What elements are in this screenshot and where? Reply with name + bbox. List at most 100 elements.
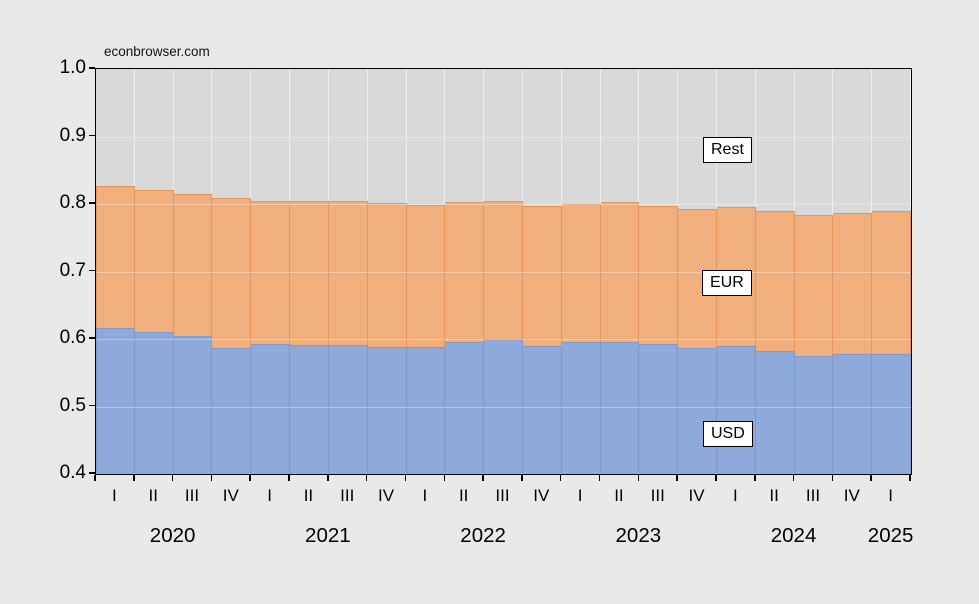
segment-usd bbox=[794, 355, 834, 474]
segment-usd bbox=[96, 328, 135, 474]
bar-2021-ii bbox=[290, 69, 329, 474]
x-tick-mark bbox=[754, 474, 756, 481]
segment-usd bbox=[406, 347, 446, 474]
y-tick-label: 1.0 bbox=[59, 57, 86, 78]
x-tick-mark bbox=[327, 474, 329, 481]
segment-eur bbox=[134, 189, 174, 332]
x-tick-mark bbox=[94, 474, 96, 481]
bar-2025-i bbox=[872, 69, 912, 474]
segment-eur bbox=[290, 200, 329, 346]
y-tick-mark bbox=[89, 202, 95, 204]
y-tick-mark bbox=[89, 472, 95, 474]
x-tick-mark bbox=[676, 474, 678, 481]
quarter-label: IV bbox=[843, 486, 860, 505]
segment-usd bbox=[251, 344, 291, 474]
segment-rest bbox=[872, 69, 912, 211]
segment-rest bbox=[406, 69, 446, 205]
x-tick-mark bbox=[909, 474, 911, 481]
quarter-label: II bbox=[458, 486, 469, 505]
year-label-2021: 2021 bbox=[305, 524, 351, 547]
segment-rest bbox=[561, 69, 601, 204]
segment-rest bbox=[484, 69, 523, 202]
segment-eur bbox=[251, 201, 291, 345]
segment-eur bbox=[367, 202, 407, 348]
segment-usd bbox=[212, 347, 252, 474]
x-tick-mark bbox=[715, 474, 717, 481]
segment-usd bbox=[717, 345, 756, 474]
quarter-label: IV bbox=[533, 486, 550, 505]
quarter-label: II bbox=[769, 486, 779, 505]
quarter-label: IV bbox=[688, 486, 705, 505]
quarter-label: II bbox=[148, 486, 158, 505]
gridline-0.7 bbox=[96, 271, 911, 273]
segment-eur bbox=[406, 204, 446, 348]
bar-2020-iii bbox=[173, 69, 213, 474]
segment-eur bbox=[328, 201, 368, 346]
quarter-label: III bbox=[805, 486, 821, 505]
segment-rest bbox=[290, 69, 329, 201]
bar-2022-iv bbox=[522, 69, 562, 474]
annotation-rest: Rest bbox=[703, 137, 752, 163]
x-tick-mark bbox=[559, 474, 562, 481]
bar-2020-i bbox=[96, 69, 135, 474]
quarter-label: I bbox=[267, 486, 273, 505]
segment-eur bbox=[173, 193, 213, 337]
segment-rest bbox=[96, 69, 135, 186]
bar-2023-ii bbox=[600, 69, 640, 474]
watermark-econbrowser: econbrowser.com bbox=[104, 44, 210, 59]
annotation-usd: USD bbox=[703, 421, 753, 447]
segment-usd bbox=[833, 353, 873, 474]
segment-eur bbox=[484, 201, 523, 339]
year-label-2022: 2022 bbox=[460, 524, 506, 547]
segment-usd bbox=[367, 347, 407, 474]
segment-rest bbox=[134, 69, 174, 190]
quarter-label: I bbox=[888, 486, 893, 505]
y-tick-mark bbox=[89, 134, 95, 137]
year-label-2020: 2020 bbox=[149, 524, 196, 547]
segment-usd bbox=[561, 342, 601, 474]
segment-eur bbox=[600, 201, 640, 343]
segment-usd bbox=[445, 341, 485, 474]
segment-usd bbox=[678, 348, 717, 474]
segment-usd bbox=[522, 345, 562, 474]
x-tick-mark bbox=[249, 474, 251, 481]
segment-rest bbox=[794, 69, 834, 216]
quarter-label: I bbox=[732, 486, 738, 505]
segment-eur bbox=[794, 215, 834, 356]
segment-eur bbox=[445, 201, 485, 342]
x-tick-mark bbox=[870, 474, 872, 481]
segment-rest bbox=[639, 69, 679, 207]
segment-eur bbox=[212, 197, 252, 348]
quarter-label: II bbox=[614, 486, 624, 505]
x-tick-mark bbox=[171, 474, 174, 481]
segment-usd bbox=[328, 345, 368, 474]
segment-usd bbox=[600, 342, 640, 474]
year-label-2024: 2024 bbox=[770, 524, 817, 547]
x-tick-mark bbox=[792, 474, 795, 481]
x-tick-mark bbox=[210, 474, 213, 481]
segment-rest bbox=[251, 69, 291, 202]
segment-rest bbox=[833, 69, 873, 213]
segment-usd bbox=[290, 345, 329, 474]
gridline-0.5 bbox=[96, 406, 911, 408]
gridline-0.6 bbox=[96, 339, 911, 340]
segment-rest bbox=[212, 69, 252, 198]
quarter-label: III bbox=[340, 486, 355, 505]
bar-2023-iii bbox=[639, 69, 679, 474]
bar-2021-i bbox=[251, 69, 291, 474]
x-tick-mark bbox=[831, 474, 834, 481]
quarter-label: I bbox=[422, 486, 428, 505]
segment-rest bbox=[755, 69, 795, 212]
segment-rest bbox=[522, 69, 562, 207]
quarter-label: III bbox=[184, 486, 200, 505]
stacked-bars bbox=[96, 69, 912, 474]
plot-area bbox=[95, 68, 912, 475]
segment-eur bbox=[561, 204, 601, 343]
y-tick-mark bbox=[89, 269, 95, 272]
x-tick-mark bbox=[365, 474, 368, 481]
x-tick-mark bbox=[288, 474, 290, 481]
gridline-0.8 bbox=[96, 204, 911, 205]
y-tick-mark bbox=[89, 67, 95, 69]
quarter-label: III bbox=[650, 486, 665, 505]
